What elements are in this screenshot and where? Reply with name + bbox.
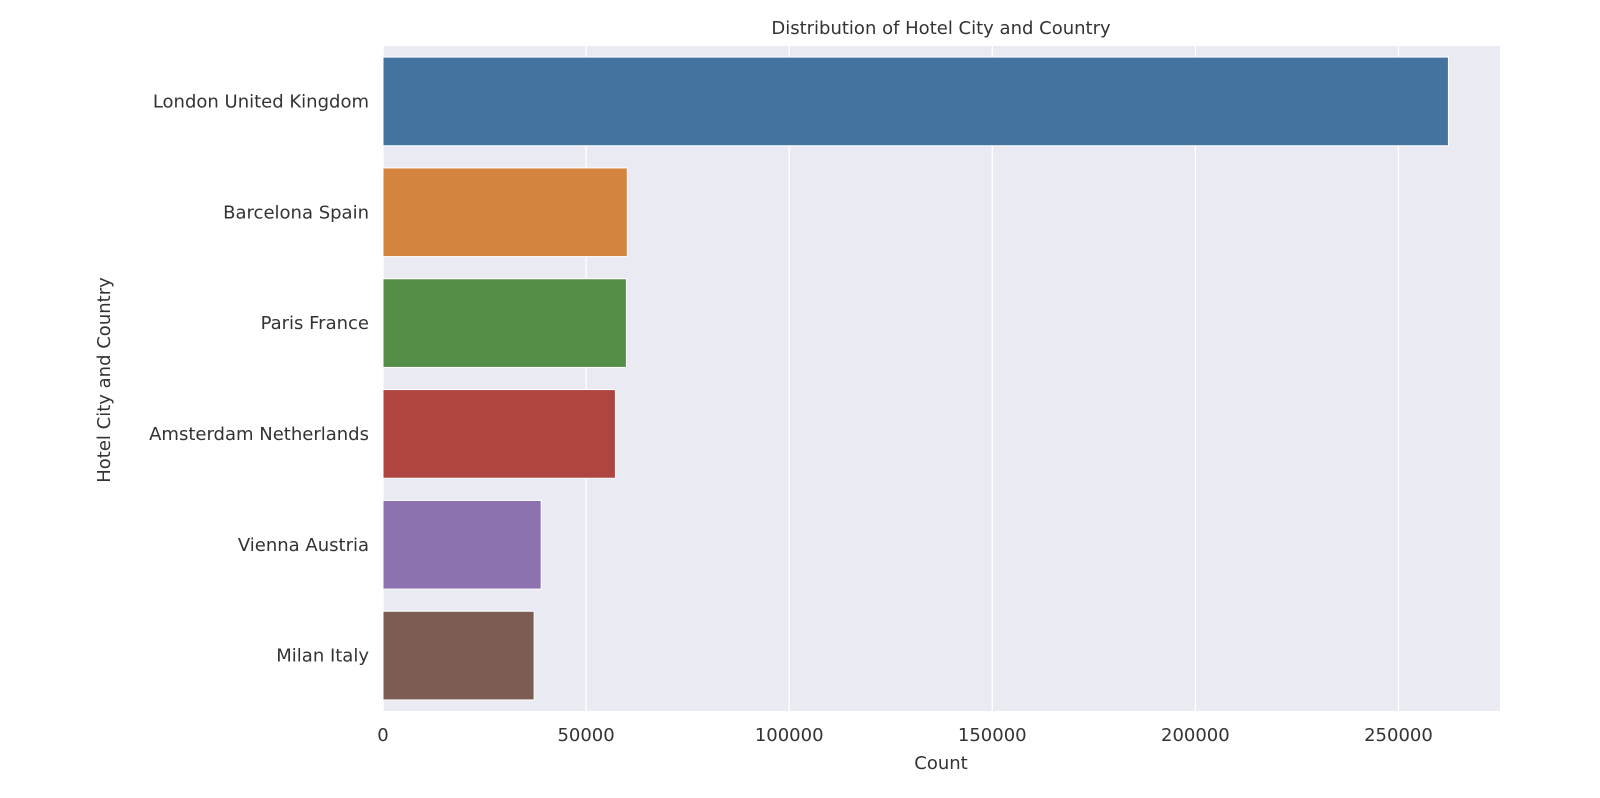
bar — [382, 167, 628, 258]
chart-title: Distribution of Hotel City and Country — [771, 18, 1111, 39]
bar — [382, 610, 535, 701]
plot-area — [383, 46, 1500, 711]
x-tick-label: 250000 — [1364, 725, 1433, 746]
x-tick-label: 200000 — [1161, 725, 1230, 746]
y-tick-label: Milan Italy — [276, 646, 369, 667]
x-tick-label: 150000 — [958, 725, 1027, 746]
x-tick-label: 50000 — [557, 725, 614, 746]
y-tick-label: Amsterdam Netherlands — [149, 424, 369, 445]
y-axis-label: Hotel City and Country — [94, 277, 115, 483]
y-tick-label: London United Kingdom — [153, 91, 369, 112]
y-tick-labels: London United Kingdom Barcelona Spain Pari… — [149, 91, 369, 666]
x-tick-label: 100000 — [755, 725, 824, 746]
bar — [382, 56, 1449, 147]
y-tick-label: Barcelona Spain — [223, 202, 369, 223]
grid-lines — [382, 46, 1400, 711]
y-tick-label: Vienna Austria — [238, 535, 369, 556]
bar — [382, 389, 616, 479]
x-axis-label: Count — [914, 753, 967, 774]
bar — [382, 278, 627, 368]
bar — [382, 499, 542, 590]
y-tick-label: Paris France — [261, 313, 369, 334]
bars — [382, 56, 1449, 701]
x-tick-label: 0 — [377, 725, 388, 746]
x-tick-labels: 0 50000 100000 150000 200000 250000 — [377, 725, 1433, 746]
